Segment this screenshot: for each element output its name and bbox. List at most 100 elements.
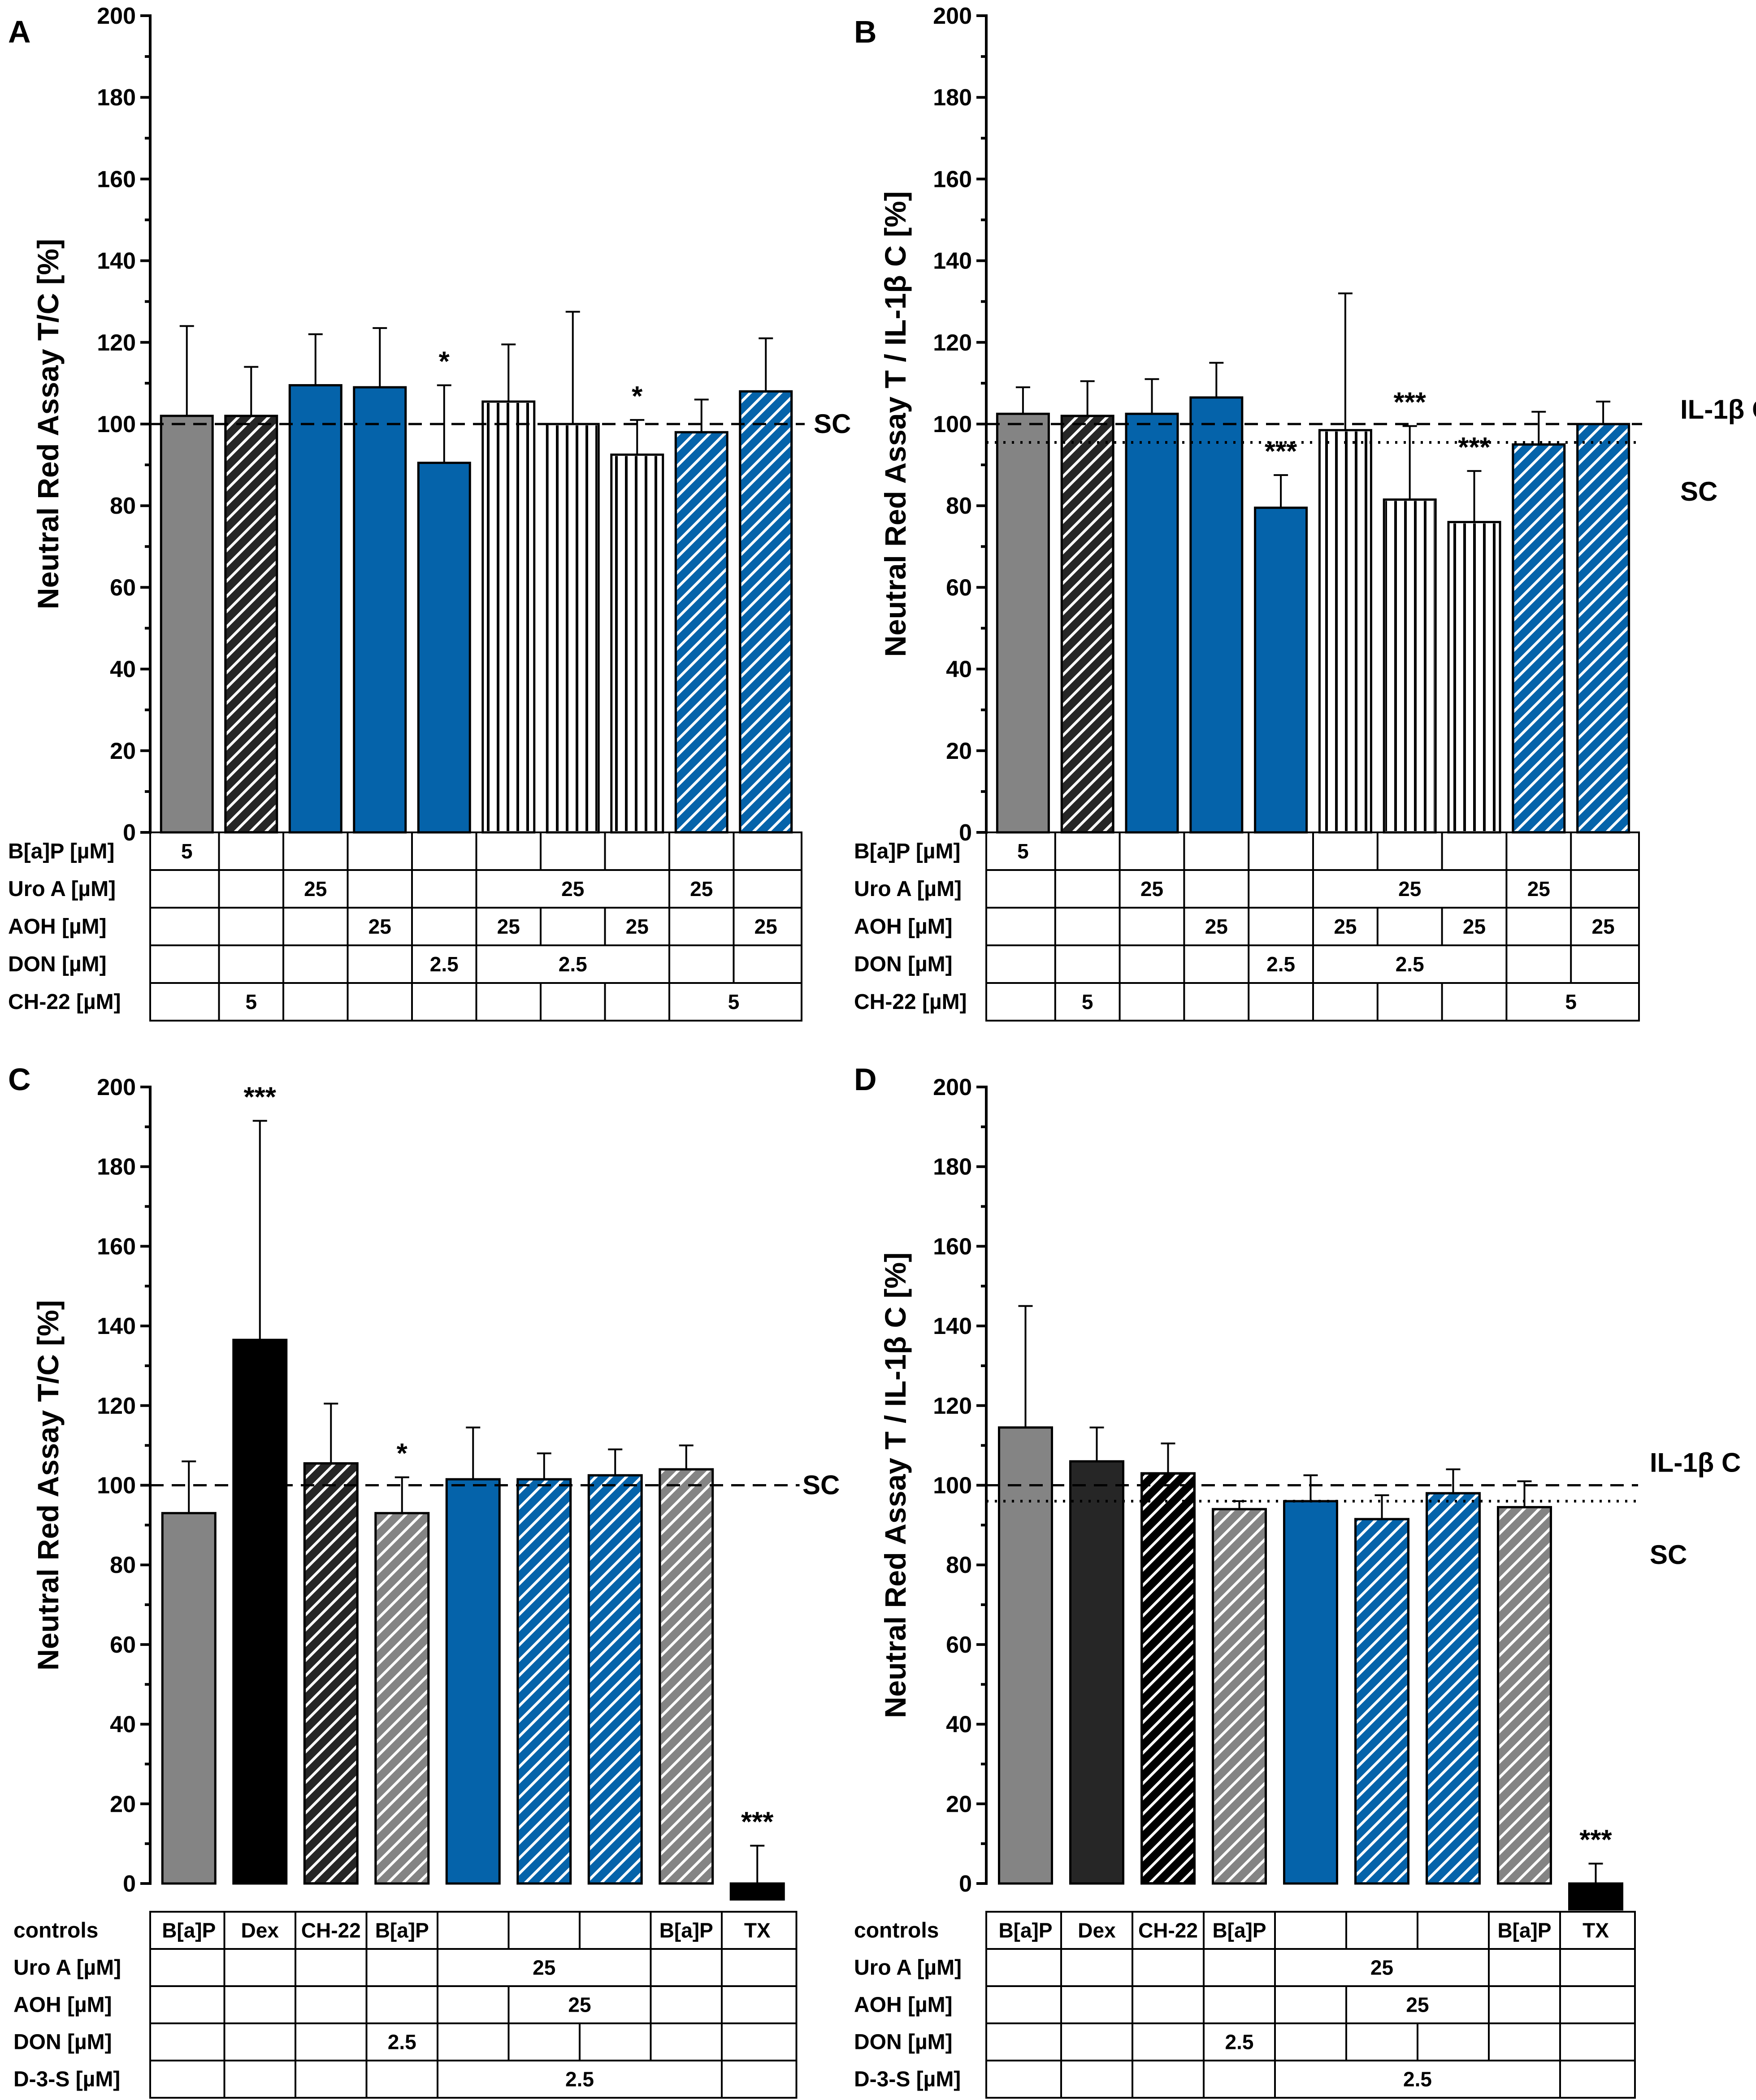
bar: [1189, 396, 1244, 834]
y-tick-label: 0: [959, 820, 972, 846]
bar-hatch: [1214, 1510, 1265, 1882]
y-tick-label: 180: [97, 85, 136, 111]
y-tick-label: 40: [946, 657, 972, 683]
bar: [1069, 1460, 1124, 1885]
bar-hatch: [1428, 1494, 1479, 1882]
y-tick-label: 180: [933, 85, 972, 111]
y-tick-label: 140: [933, 1313, 972, 1339]
table-cell: 25: [1527, 877, 1550, 901]
y-tick-label: 100: [97, 411, 136, 437]
bar: [996, 412, 1050, 834]
table-row-label: B[a]P [µM]: [854, 840, 960, 863]
bar-hatch: [661, 1470, 711, 1882]
table-cell: 2.5: [1403, 2068, 1432, 2091]
y-tick-label: 120: [933, 330, 972, 356]
y-tick-label: 120: [97, 330, 136, 356]
table-cell: 25: [1398, 877, 1421, 901]
bar-hatch: [612, 456, 662, 831]
significance-marker: *: [439, 346, 450, 377]
bar-hatch: [1450, 523, 1499, 831]
bar-hatch: [1063, 417, 1112, 831]
table-row-label: Uro A [µM]: [854, 1956, 962, 1980]
y-tick-label: 20: [110, 1791, 136, 1817]
reference-label: IL-1β C: [1650, 1448, 1741, 1478]
bar: [729, 1882, 785, 1901]
y-tick-label: 140: [97, 248, 136, 274]
table-row-label: Uro A [µM]: [8, 877, 116, 901]
y-tick-label: 20: [110, 738, 136, 764]
table-row-label: DON [µM]: [8, 953, 107, 976]
panel-letter: C: [8, 1062, 31, 1097]
significance-marker: ***: [741, 1807, 774, 1838]
table-row-label: Uro A [µM]: [13, 1956, 121, 1980]
bar-hatch: [1385, 501, 1435, 831]
y-tick-label: 140: [933, 248, 972, 274]
table-cell: 25: [533, 1956, 555, 1979]
panel-b: B 0 20 40 60 80 100 120 140 160 180 200 Neutral Red …: [854, 3, 1756, 1022]
bar-hatch: [1499, 1508, 1550, 1882]
reference-label: SC: [1650, 1540, 1687, 1570]
y-tick-label: 60: [110, 575, 136, 601]
y-axis-title: Neutral Red Assay T/C [%]: [31, 239, 65, 609]
table-cell: CH-22: [301, 1919, 361, 1942]
y-axis-title: Neutral Red Assay T/C [%]: [31, 1300, 65, 1670]
table-cell: TX: [744, 1919, 771, 1942]
table-row-label: controls: [13, 1919, 98, 1943]
significance-marker: ***: [244, 1082, 277, 1113]
table-cell: 2.5: [430, 953, 459, 976]
y-tick-label: 80: [946, 1552, 972, 1578]
y-tick-label: 40: [110, 657, 136, 683]
table-cell: 25: [1140, 877, 1163, 901]
significance-marker: ***: [1458, 432, 1491, 463]
table-cell: 2.5: [559, 953, 587, 976]
table-cell: 5: [181, 840, 193, 863]
table-cell: 2.5: [388, 2031, 416, 2054]
y-tick-label: 0: [123, 1871, 136, 1897]
bar: [288, 384, 343, 834]
table-cell: 25: [1205, 915, 1228, 938]
table-cell: 25: [1592, 915, 1615, 938]
bar: [1254, 507, 1308, 834]
table-cell: 2.5: [565, 2068, 594, 2091]
table-row-label: AOH [µM]: [854, 915, 953, 939]
significance-marker: ***: [1394, 387, 1426, 418]
bar-hatch: [741, 393, 790, 831]
bar-hatch: [1514, 446, 1563, 831]
y-tick-label: 160: [97, 166, 136, 192]
bar-hatch: [1321, 431, 1370, 831]
panel-a: A 0 20 40 60 80 100 120 140 160 180 200 Neutral Red …: [8, 3, 851, 1022]
table-cell: B[a]P: [998, 1919, 1052, 1942]
bar: [353, 386, 407, 834]
bar: [160, 415, 214, 834]
table-row-label: Uro A [µM]: [854, 877, 962, 901]
y-tick-label: 40: [946, 1712, 972, 1738]
reference-label: IL-1β C: [1680, 394, 1756, 424]
bar-hatch: [677, 433, 726, 831]
table-row-label: AOH [µM]: [854, 1993, 953, 2017]
table-frame: [149, 1911, 798, 2099]
table-cell: 25: [690, 877, 713, 901]
reference-label: SC: [802, 1470, 840, 1500]
table-row-label: CH-22 [µM]: [854, 990, 967, 1014]
y-tick-label: 200: [933, 1074, 972, 1100]
y-tick-label: 60: [110, 1632, 136, 1658]
table-cell: 25: [1370, 1956, 1393, 1979]
table-cell: Dex: [241, 1919, 279, 1942]
panel-c: C 0 20 40 60 80 100 120 140 160 180 200 Neutral Red …: [8, 1062, 840, 2099]
bar: [1568, 1882, 1623, 1911]
y-tick-label: 200: [933, 3, 972, 29]
table-cell: B[a]P: [162, 1919, 216, 1942]
table-cell: 25: [754, 915, 777, 938]
bar: [161, 1512, 217, 1885]
y-tick-label: 60: [946, 575, 972, 601]
y-tick-label: 120: [97, 1393, 136, 1419]
table-row-label: B[a]P [µM]: [8, 840, 114, 863]
y-tick-label: 20: [946, 1791, 972, 1817]
bar: [417, 462, 471, 834]
table-row-label: AOH [µM]: [8, 915, 107, 939]
table-cell: 25: [568, 1993, 591, 2017]
y-tick-label: 140: [97, 1313, 136, 1339]
y-tick-label: 60: [946, 1632, 972, 1658]
bar-hatch: [306, 1464, 356, 1882]
